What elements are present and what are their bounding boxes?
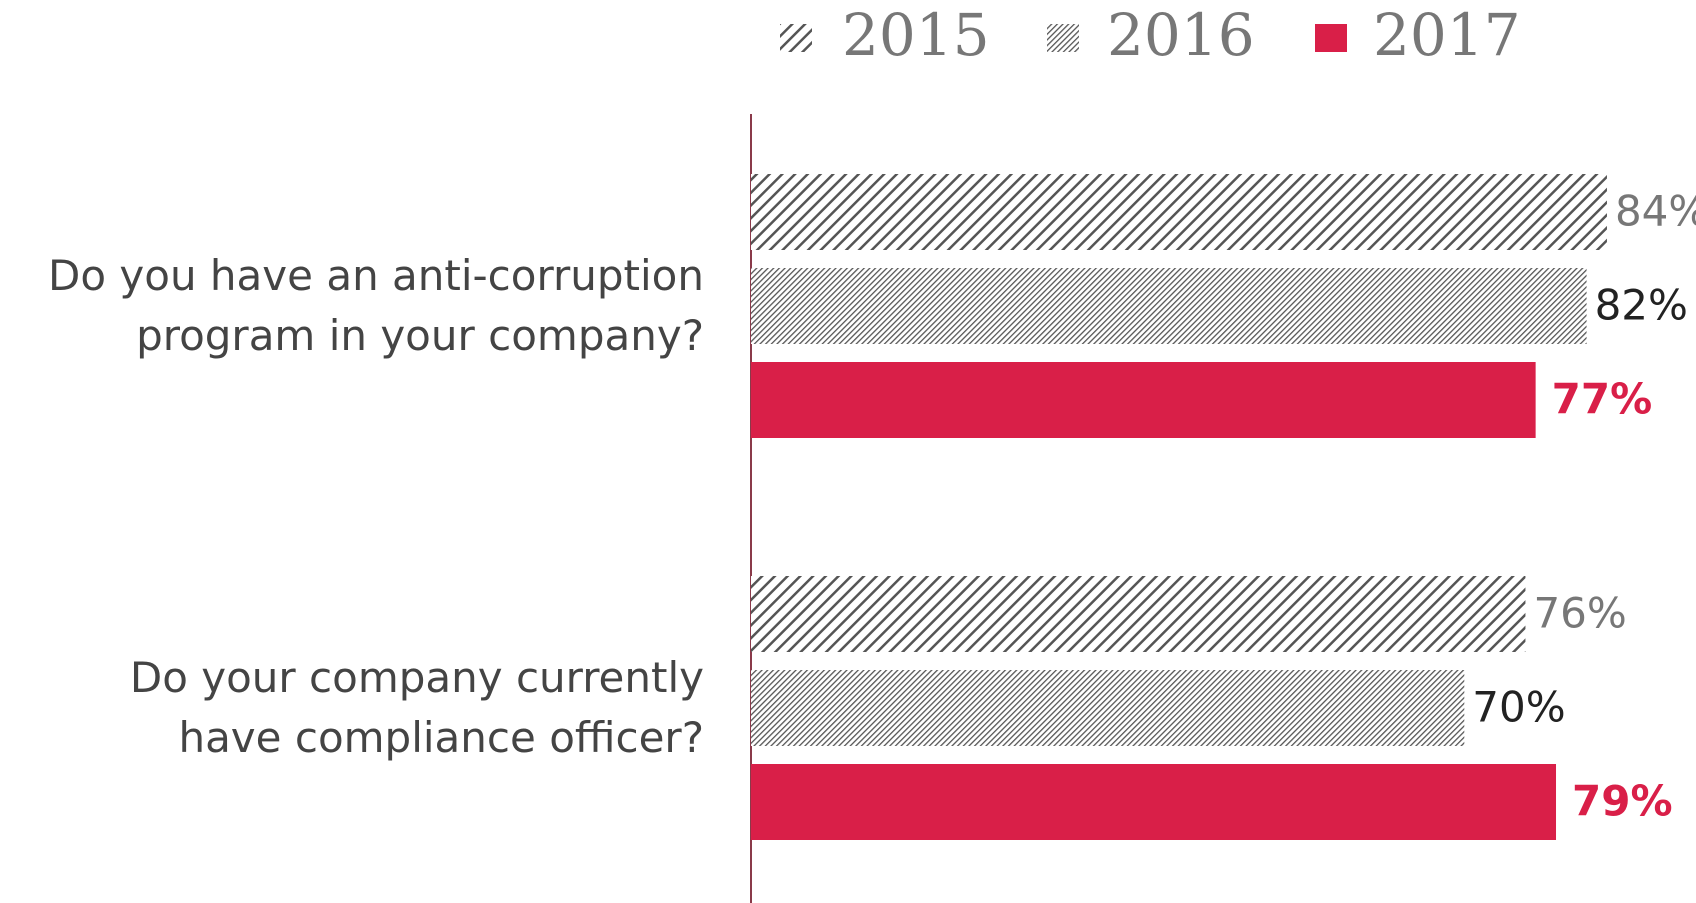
bar xyxy=(751,362,1536,438)
bar xyxy=(751,670,1465,746)
value-label: 82% xyxy=(1595,281,1688,330)
legend-swatch xyxy=(780,24,812,52)
legend-label: 2015 xyxy=(842,1,990,69)
legend-label: 2016 xyxy=(1107,1,1255,69)
value-label: 77% xyxy=(1552,375,1653,424)
value-label: 76% xyxy=(1533,589,1626,638)
bar xyxy=(751,576,1526,652)
value-label: 70% xyxy=(1472,683,1565,732)
legend-swatch xyxy=(1315,24,1347,52)
legend-label: 2017 xyxy=(1373,1,1521,69)
value-label: 79% xyxy=(1572,777,1673,826)
bar xyxy=(751,268,1587,344)
category-label: Do your company currently have complianc… xyxy=(129,653,704,762)
bar xyxy=(751,764,1557,840)
legend-swatch xyxy=(1047,24,1079,52)
category-label: Do you have an anti-corruption program i… xyxy=(48,251,704,360)
bar xyxy=(751,174,1607,250)
value-label: 84% xyxy=(1615,187,1696,236)
